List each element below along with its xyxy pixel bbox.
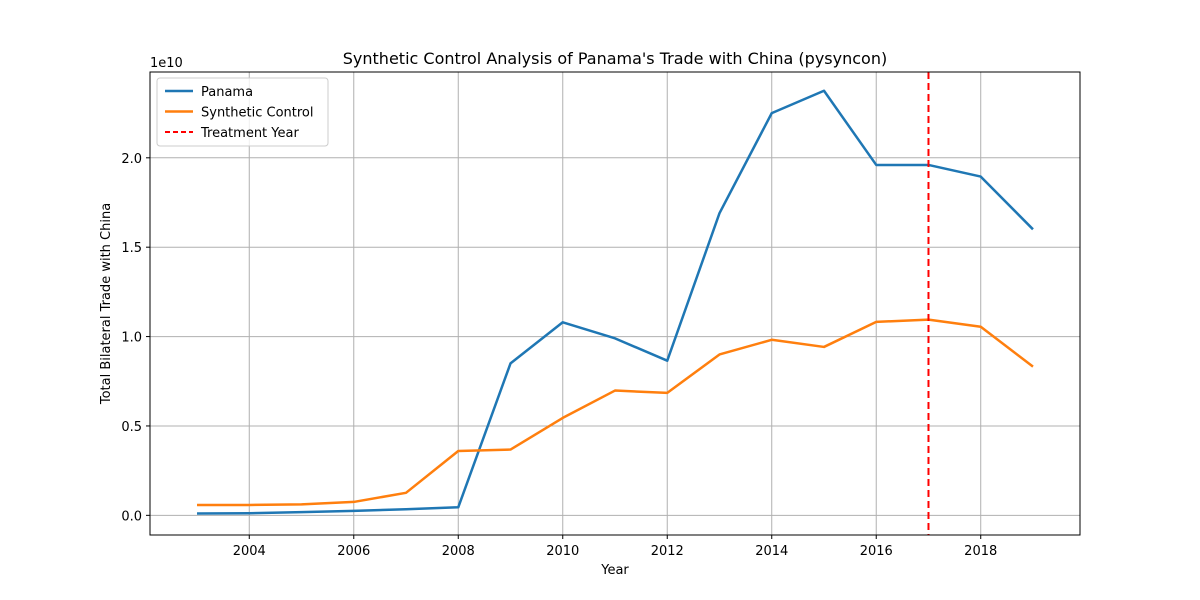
y-tick-label: 0.5 xyxy=(121,420,142,435)
x-axis-label: Year xyxy=(600,563,629,578)
grid xyxy=(150,72,1080,535)
legend-label-treatment-year: Treatment Year xyxy=(200,126,299,141)
legend: Panama Synthetic Control Treatment Year xyxy=(156,77,329,147)
y-tick-label: 0.0 xyxy=(121,509,142,524)
y-tick-label: 1.0 xyxy=(121,331,142,346)
x-tick-label: 2008 xyxy=(442,544,475,559)
x-tick-label: 2012 xyxy=(651,544,684,559)
legend-label-panama: Panama xyxy=(201,85,253,100)
x-tick-label: 2016 xyxy=(860,544,893,559)
chart-title: Synthetic Control Analysis of Panama's T… xyxy=(343,49,887,68)
legend-label-synthetic-control: Synthetic Control xyxy=(201,106,314,121)
y-axis-offset-text: 1e10 xyxy=(150,56,183,71)
x-tick-label: 2014 xyxy=(755,544,788,559)
y-tick-label: 2.0 xyxy=(121,152,142,167)
plot-frame xyxy=(149,71,1081,536)
y-tick-label: 1.5 xyxy=(121,241,142,256)
y-axis-label: Total Bilateral Trade with China xyxy=(99,203,114,405)
x-tick-label: 2018 xyxy=(964,544,997,559)
x-tick-label: 2010 xyxy=(546,544,579,559)
legend-box xyxy=(156,77,329,147)
x-tick-label: 2004 xyxy=(233,544,266,559)
x-tick-label: 2006 xyxy=(337,544,370,559)
ticks: 2004 2006 2008 2010 2012 2014 2016 2018 0.0 0.5 1.… xyxy=(121,152,997,559)
series-layer xyxy=(196,72,1034,535)
